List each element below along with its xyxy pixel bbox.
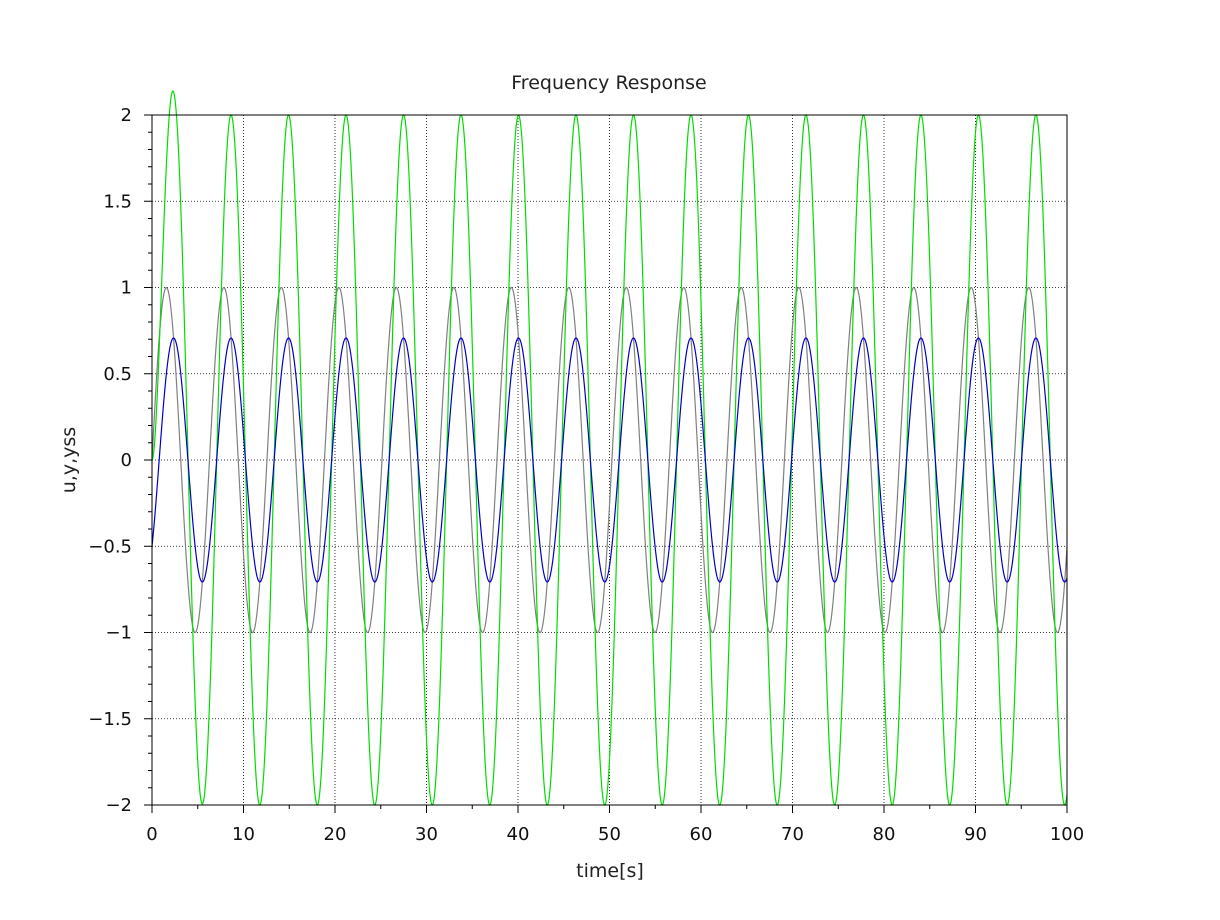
series-layer — [151, 90, 1068, 806]
x-tick-label: 80 — [873, 824, 896, 845]
x-tick-label: 60 — [690, 824, 713, 845]
x-tick-label: 40 — [507, 824, 530, 845]
y-tick-labels: −2 −1.5 −1 −0.5 0 0.5 1 1.5 2 — [88, 105, 132, 816]
x-tick-labels: 0 10 20 30 40 50 60 70 80 90 100 — [146, 824, 1084, 845]
series-u-line — [151, 286, 1068, 634]
y-tick-label: −1.5 — [88, 709, 132, 730]
y-tick-label: −0.5 — [88, 536, 132, 557]
x-tick-label: 50 — [598, 824, 621, 845]
x-tick-label: 100 — [1050, 824, 1084, 845]
y-tick-label: 0 — [121, 450, 132, 471]
y-tick-label: 1.5 — [103, 191, 132, 212]
series-y-line — [151, 90, 1068, 806]
y-tick-label: −1 — [105, 623, 132, 644]
x-tick-label: 0 — [146, 824, 157, 845]
y-tick-label: −2 — [105, 795, 132, 816]
grid — [151, 114, 1068, 806]
x-tick-label: 20 — [324, 824, 347, 845]
y-tick-label: 2 — [121, 105, 132, 126]
y-tick-label: 1 — [121, 278, 132, 299]
x-tick-label: 90 — [964, 824, 987, 845]
x-tick-label: 10 — [232, 824, 255, 845]
axis-ticks — [144, 114, 1068, 813]
y-tick-label: 0.5 — [103, 364, 132, 385]
chart-title: Frequency Response — [511, 72, 706, 94]
y-axis-label: u,y,yss — [58, 427, 80, 493]
x-tick-label: 70 — [781, 824, 804, 845]
x-axis-label: time[s] — [576, 860, 644, 882]
series-yss-line — [151, 337, 1068, 583]
x-tick-label: 30 — [415, 824, 438, 845]
